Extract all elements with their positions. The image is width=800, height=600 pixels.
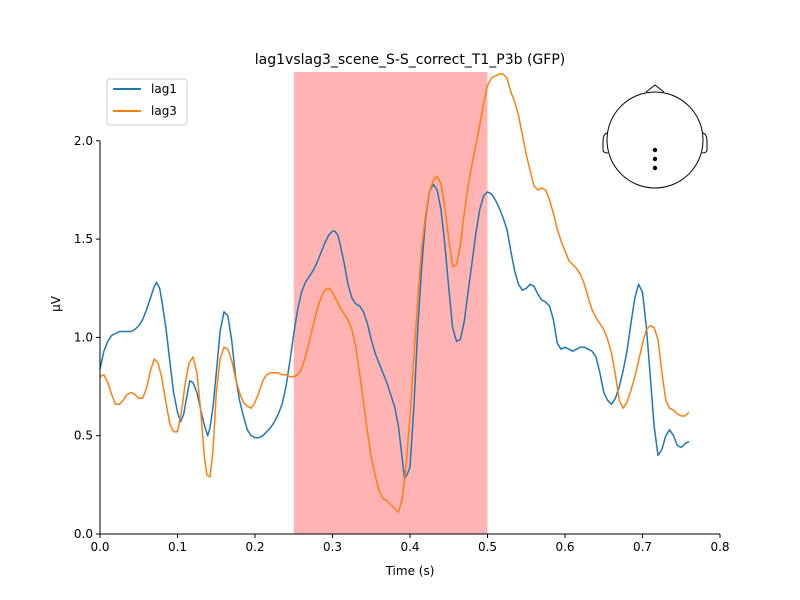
- y-tick-label: 2.0: [74, 134, 93, 148]
- sensor-head-inset: [602, 84, 708, 189]
- ticks-layer: 0.0 0.1 0.2 0.3 0.4 0.5 0.6 0.7 0.8 0.0 0.5 1.0 1.5 2…: [74, 134, 730, 554]
- sensor-dot: [652, 156, 658, 162]
- x-tick-label: 0.3: [323, 540, 342, 554]
- x-tick-label: 0.4: [400, 540, 419, 554]
- legend: lag1 lag3: [106, 78, 188, 126]
- highlight-span: [293, 72, 488, 534]
- y-tick-label: 0.5: [74, 429, 93, 443]
- series-line-lag1: [99, 183, 690, 480]
- right-ear-icon: [701, 132, 708, 154]
- x-tick-label: 0.7: [633, 540, 652, 554]
- left-ear-icon: [602, 132, 609, 154]
- series-line-lag3: [99, 73, 690, 514]
- y-tick-label: 1.5: [74, 232, 93, 246]
- x-tick-label: 0.2: [245, 540, 264, 554]
- legend-label-lag1: lag1: [151, 82, 177, 96]
- x-axis-label: Time (s): [385, 564, 435, 578]
- series-layer: [99, 73, 690, 514]
- highlight-layer: [293, 72, 488, 534]
- y-axis-label: µV: [49, 295, 63, 312]
- x-tick-label: 0.6: [555, 540, 574, 554]
- head-outline-icon: [606, 91, 704, 189]
- nose-icon: [645, 84, 665, 93]
- y-tick-label: 1.0: [74, 330, 93, 344]
- y-tick-label: 0.0: [74, 527, 93, 541]
- sensor-dot: [652, 147, 658, 153]
- legend-frame: [106, 78, 188, 126]
- sensor-dot: [652, 165, 658, 171]
- x-tick-label: 0.0: [90, 540, 109, 554]
- x-tick-label: 0.1: [168, 540, 187, 554]
- chart-title: lag1vslag3_scene_S-S_correct_T1_P3b (GFP…: [255, 52, 565, 68]
- legend-label-lag3: lag3: [151, 104, 177, 118]
- x-tick-label: 0.5: [478, 540, 497, 554]
- x-tick-label: 0.8: [710, 540, 729, 554]
